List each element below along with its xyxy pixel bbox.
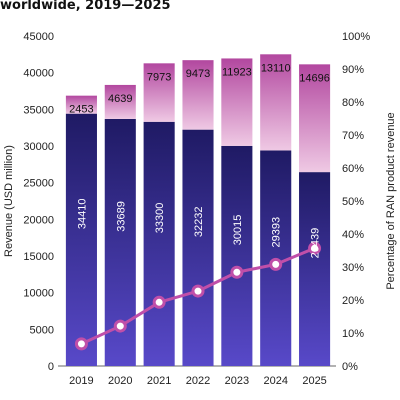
- bar-value-label-bottom: 26439: [310, 228, 322, 259]
- y-tick-label-left: 30000: [23, 141, 54, 153]
- bar-value-label-top: 4639: [108, 93, 132, 105]
- bar-value-label-top: 7973: [147, 71, 171, 83]
- bar-value-label-bottom: 29393: [271, 217, 283, 248]
- share-line-point: [191, 284, 205, 298]
- x-tick-label: 2025: [302, 375, 326, 387]
- bar-value-label-top: 13110: [261, 62, 291, 74]
- x-tick-label: 2024: [263, 375, 287, 387]
- y-tick-label-left: 10000: [23, 288, 54, 300]
- x-tick-label: 2019: [69, 375, 93, 387]
- bar-segment-top: [260, 54, 292, 151]
- bar-value-label-bottom: 34410: [76, 199, 88, 230]
- bar-value-label-top: 9473: [186, 68, 210, 80]
- bar-segment-top: [182, 60, 214, 130]
- y-tick-label-right: 60%: [342, 163, 364, 175]
- y-axis-title-right: Percentage of RAN product revenue: [385, 112, 397, 289]
- y-tick-label-right: 70%: [342, 130, 364, 142]
- y-tick-label-left: 0: [48, 361, 54, 373]
- bar-segment-top: [299, 64, 331, 173]
- x-tick-label: 2023: [225, 375, 249, 387]
- y-tick-label-right: 30%: [342, 262, 364, 274]
- y-tick-label-right: 90%: [342, 64, 364, 76]
- share-line-point: [308, 241, 322, 255]
- bar-segment-bottom: [65, 113, 97, 366]
- bar-value-label-bottom: 33689: [115, 201, 127, 232]
- x-tick-label: 2021: [147, 375, 171, 387]
- y-axis-title-left: Revenue (USD million): [3, 145, 15, 257]
- share-line-point: [152, 295, 166, 309]
- bar-value-label-bottom: 33300: [154, 203, 166, 234]
- share-line-point: [74, 337, 88, 351]
- y-tick-label-left: 35000: [23, 104, 54, 116]
- chart-title: worldwide, 2019—2025: [0, 0, 171, 13]
- y-tick-label-right: 40%: [342, 229, 364, 241]
- bar-value-label-bottom: 30015: [232, 215, 244, 246]
- bar-segment-bottom: [221, 145, 253, 366]
- y-tick-label-right: 80%: [342, 97, 364, 109]
- y-tick-label-right: 0%: [342, 361, 358, 373]
- x-tick-label: 2020: [108, 375, 132, 387]
- bar-value-label-top: 14696: [299, 72, 330, 84]
- y-tick-label-left: 5000: [30, 324, 54, 336]
- share-line-point: [269, 257, 283, 271]
- x-tick-label: 2022: [186, 375, 210, 387]
- share-line-point: [230, 265, 244, 279]
- bar-value-label-top: 11923: [222, 66, 252, 78]
- bar-segment-bottom: [143, 121, 175, 366]
- bar-segment-top: [65, 95, 97, 114]
- y-tick-label-right: 50%: [342, 196, 364, 208]
- bar-segment-top: [143, 63, 175, 122]
- bar-segment-top: [221, 58, 253, 146]
- y-tick-label-right: 10%: [342, 328, 364, 340]
- y-tick-label-right: 100%: [342, 31, 370, 43]
- y-tick-label-left: 40000: [23, 68, 54, 80]
- share-line-point: [113, 319, 127, 333]
- bar-value-label-top: 2453: [69, 104, 93, 116]
- bar-segment-bottom: [182, 129, 214, 366]
- y-tick-label-left: 45000: [23, 31, 54, 43]
- y-tick-label-left: 15000: [23, 251, 54, 263]
- bar-segment-bottom: [299, 172, 331, 366]
- y-tick-label-left: 25000: [23, 178, 54, 190]
- y-tick-label-right: 20%: [342, 295, 364, 307]
- bar-value-label-bottom: 32232: [193, 207, 205, 238]
- y-tick-label-left: 20000: [23, 214, 54, 226]
- bar-segment-top: [104, 84, 136, 119]
